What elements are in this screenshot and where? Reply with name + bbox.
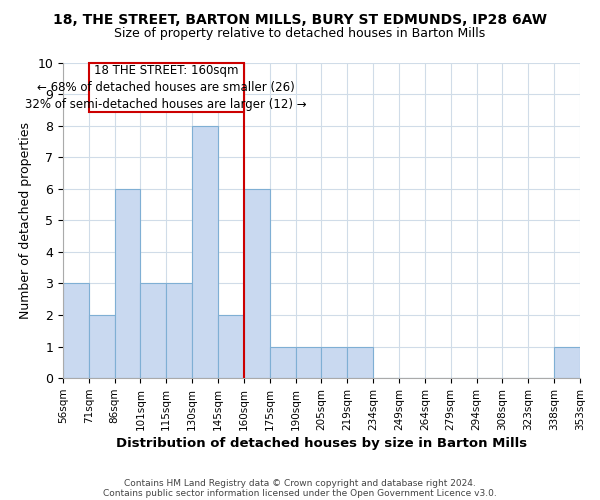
Text: Contains public sector information licensed under the Open Government Licence v3: Contains public sector information licen… xyxy=(103,488,497,498)
Bar xyxy=(63,284,89,378)
Bar xyxy=(244,189,269,378)
Y-axis label: Number of detached properties: Number of detached properties xyxy=(19,122,32,319)
Bar xyxy=(269,346,296,378)
Bar xyxy=(322,346,347,378)
Bar xyxy=(554,346,580,378)
Bar xyxy=(89,315,115,378)
Bar xyxy=(218,315,244,378)
Bar xyxy=(296,346,322,378)
Bar xyxy=(140,284,166,378)
Bar xyxy=(166,284,192,378)
Bar xyxy=(115,189,140,378)
X-axis label: Distribution of detached houses by size in Barton Mills: Distribution of detached houses by size … xyxy=(116,437,527,450)
Text: 32% of semi-detached houses are larger (12) →: 32% of semi-detached houses are larger (… xyxy=(25,98,307,110)
Bar xyxy=(192,126,218,378)
Text: ← 68% of detached houses are smaller (26): ← 68% of detached houses are smaller (26… xyxy=(37,81,295,94)
Text: 18 THE STREET: 160sqm: 18 THE STREET: 160sqm xyxy=(94,64,239,78)
Text: 18, THE STREET, BARTON MILLS, BURY ST EDMUNDS, IP28 6AW: 18, THE STREET, BARTON MILLS, BURY ST ED… xyxy=(53,12,547,26)
Text: Size of property relative to detached houses in Barton Mills: Size of property relative to detached ho… xyxy=(115,28,485,40)
Bar xyxy=(347,346,373,378)
FancyBboxPatch shape xyxy=(89,62,244,112)
Text: Contains HM Land Registry data © Crown copyright and database right 2024.: Contains HM Land Registry data © Crown c… xyxy=(124,478,476,488)
